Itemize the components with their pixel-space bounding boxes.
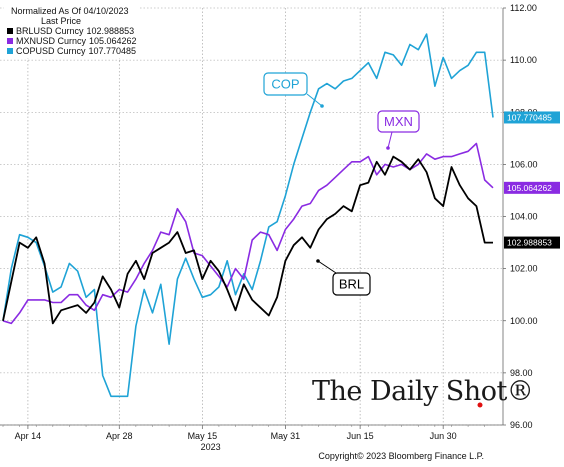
x-tick-label: Apr 28 — [106, 431, 133, 441]
end-label-brl: 102.988853 — [507, 238, 552, 248]
legend-value-brl: 102.988853 — [86, 26, 135, 36]
callout-leader-brl — [317, 260, 337, 274]
y-axis: 96.0098.00100.00102.00104.00106.00108.00… — [502, 3, 538, 430]
brand-watermark: The Daily Shot® — [312, 376, 534, 407]
end-value-labels: 102.988853 105.064262 107.770485 — [504, 111, 560, 249]
legend-item-brl: BRLUSD Curncy 102.988853 — [7, 26, 137, 36]
brand-red-dot — [477, 402, 483, 408]
y-tick-label: 110.00 — [510, 55, 537, 65]
legend-label-brl: BRLUSD Curncy — [16, 26, 84, 36]
legend-value-cop: 107.770485 — [88, 46, 137, 56]
end-label-mxn: 105.064262 — [507, 183, 552, 193]
callout-dot-brl — [316, 259, 320, 263]
y-tick-label: 112.00 — [510, 3, 537, 13]
legend-swatch-brl — [7, 28, 13, 34]
series-lines — [2, 33, 494, 398]
series-line-mxn — [2, 142, 494, 325]
y-tick-label: 102.00 — [510, 264, 538, 274]
callout-box-mxn — [377, 110, 420, 133]
y-tick-label: 104.00 — [510, 212, 538, 222]
end-label-box-cop — [504, 111, 560, 124]
callout-dot-cop — [320, 104, 324, 108]
legend-label-mxn: MXNUSD Curncy — [16, 36, 87, 46]
y-tick-label: 100.00 — [510, 316, 538, 326]
grid-lines — [0, 7, 503, 426]
end-label-box-brl — [504, 236, 560, 249]
x-tick-label: May 31 — [271, 431, 301, 441]
legend-item-cop: COPUSD Curncy 107.770485 — [7, 46, 137, 56]
series-line-cop — [2, 33, 494, 398]
copyright-text: Copyright© 2023 Bloomberg Finance L.P. — [318, 451, 484, 461]
x-axis: Apr 14 Apr 28 May 15 May 31 Jun 15 Jun 30 2023 — [0, 424, 503, 452]
y-tick-label: 96.00 — [510, 420, 533, 430]
y-tick-label: 98.00 — [510, 368, 533, 378]
legend-subheader: Last Price — [41, 16, 82, 26]
callout-box-brl — [332, 272, 371, 296]
x-tick-label: Jun 15 — [347, 431, 374, 441]
legend-item-mxn: MXNUSD Curncy 105.064262 — [7, 36, 137, 46]
legend-label-cop: COPUSD Curncy — [16, 46, 86, 56]
legend: Normalized As Of 04/10/2023 Last Price B… — [4, 4, 140, 58]
x-year-label: 2023 — [201, 442, 221, 452]
x-tick-label: May 15 — [188, 431, 218, 441]
callout-label-cop: COP — [271, 77, 299, 92]
y-tick-label: 106.00 — [510, 159, 538, 169]
legend-value-mxn: 105.064262 — [89, 36, 137, 46]
callout-leader-cop — [306, 93, 323, 107]
legend-swatch-mxn — [7, 38, 13, 44]
legend-swatch-cop — [7, 48, 13, 54]
callout-dot-mxn — [386, 146, 390, 150]
end-label-box-mxn — [504, 181, 560, 194]
x-tick-label: Apr 14 — [15, 431, 42, 441]
callout-label-mxn: MXN — [384, 114, 413, 129]
series-line-brl — [2, 155, 493, 325]
callout-label-brl: BRL — [339, 277, 364, 292]
legend-header: Normalized As Of 04/10/2023 — [11, 6, 129, 16]
x-tick-label: Jun 30 — [430, 431, 457, 441]
callout-leader-mxn — [387, 131, 393, 149]
end-label-cop: 107.770485 — [507, 112, 552, 122]
callouts: COP MXN BRL — [263, 72, 483, 408]
callout-box-cop — [263, 72, 308, 96]
